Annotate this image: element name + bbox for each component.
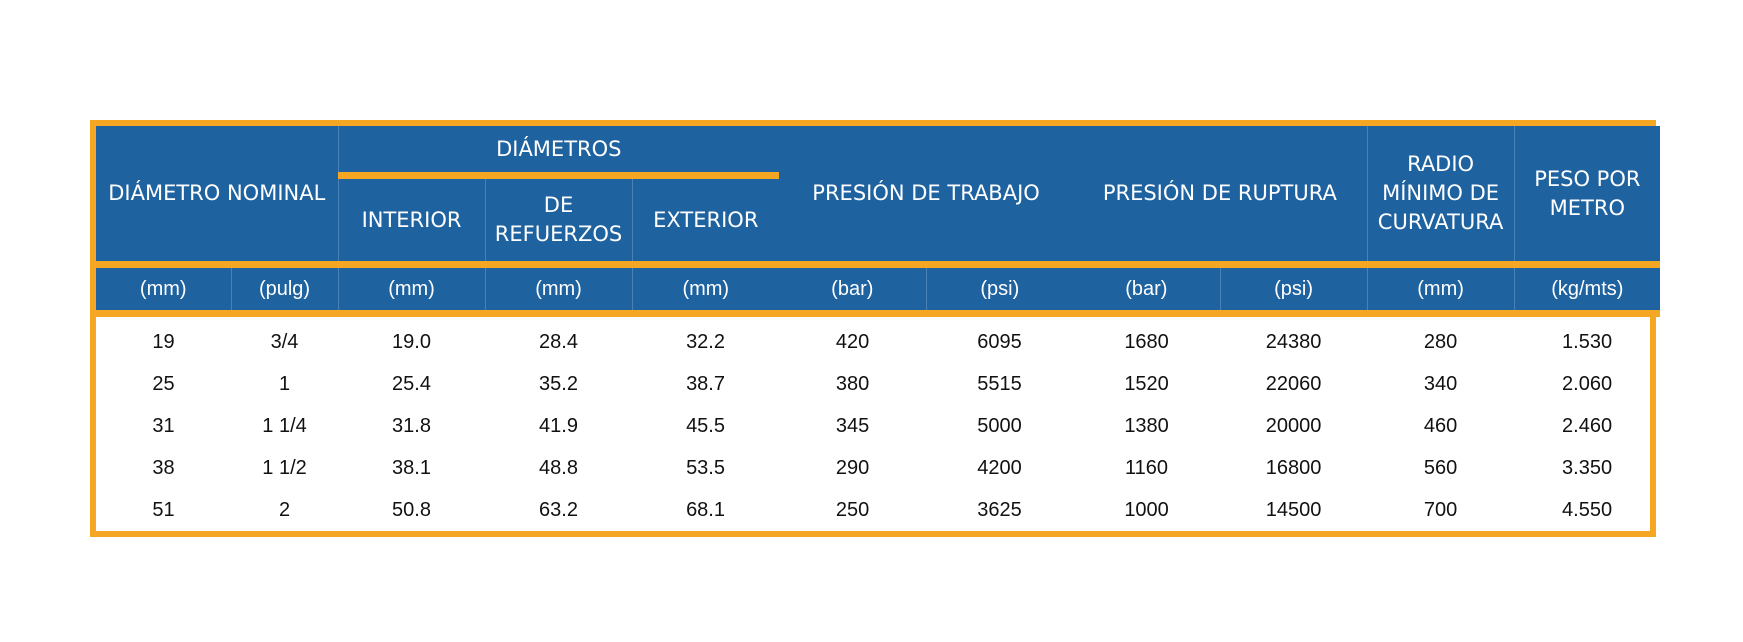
table-cell: 700 bbox=[1423, 498, 1458, 521]
table-cell: 20000 bbox=[1265, 414, 1322, 437]
table-row: 25 1 25.4 35.2 38.7 380 5515 1520 22060 … bbox=[96, 363, 1660, 405]
table-cell: 2.460 bbox=[1562, 414, 1613, 437]
header-burst-pressure: PRESIÓN DE RUPTURA bbox=[1073, 126, 1368, 265]
unit-cell: (mm) bbox=[338, 261, 486, 317]
table-cell: 1520 bbox=[1124, 372, 1169, 395]
table-cell: 19.0 bbox=[392, 330, 431, 353]
table-cell: 6095 bbox=[977, 330, 1022, 353]
header-working-pressure: PRESIÓN DE TRABAJO bbox=[779, 126, 1074, 265]
table-cell: 25 bbox=[152, 372, 175, 395]
table-cell: 38.7 bbox=[686, 372, 725, 395]
table-cell: 460 bbox=[1423, 414, 1458, 437]
header-interior: INTERIOR bbox=[338, 175, 486, 265]
table-cell: 32.2 bbox=[686, 330, 725, 353]
table-cell: 68.1 bbox=[686, 498, 725, 521]
header-nominal-diameter: DIÁMETRO NOMINAL bbox=[96, 126, 339, 265]
table-cell: 50.8 bbox=[392, 498, 431, 521]
table-cell: 1 1/4 bbox=[262, 414, 307, 437]
table-cell: 1680 bbox=[1124, 330, 1169, 353]
table-cell: 3.350 bbox=[1562, 456, 1613, 479]
unit-cell: (psi) bbox=[926, 261, 1074, 317]
table-cell: 5000 bbox=[977, 414, 1022, 437]
table-cell: 1 bbox=[278, 372, 291, 395]
table-cell: 2.060 bbox=[1562, 372, 1613, 395]
table-cell: 560 bbox=[1423, 456, 1458, 479]
table-cell: 1 1/2 bbox=[262, 456, 307, 479]
table-cell: 3625 bbox=[977, 498, 1022, 521]
spec-table: DIÁMETRO NOMINAL DIÁMETROS PRESIÓN DE TR… bbox=[96, 126, 1661, 531]
table-cell: 420 bbox=[835, 330, 870, 353]
table-row: 51 2 50.8 63.2 68.1 250 3625 1000 14500 … bbox=[96, 489, 1660, 531]
table-row: 38 1 1/2 38.1 48.8 53.5 290 4200 1160 16… bbox=[96, 447, 1660, 489]
table-cell: 38 bbox=[152, 456, 175, 479]
table-cell: 38.1 bbox=[392, 456, 431, 479]
unit-cell: (mm) bbox=[96, 261, 232, 317]
table-cell: 5515 bbox=[977, 372, 1022, 395]
table-cell: 340 bbox=[1423, 372, 1458, 395]
table-cell: 31.8 bbox=[392, 414, 431, 437]
table-cell: 3/4 bbox=[270, 330, 299, 353]
units-row: (mm) (pulg) (mm) (mm) (mm) (bar) (psi) (… bbox=[96, 261, 1661, 317]
unit-cell: (kg/mts) bbox=[1514, 261, 1661, 317]
table-cell: 2 bbox=[278, 498, 291, 521]
table-row: 31 1 1/4 31.8 41.9 45.5 345 5000 1380 20… bbox=[96, 405, 1660, 447]
table-cell: 4.550 bbox=[1562, 498, 1613, 521]
table-cell: 14500 bbox=[1265, 498, 1322, 521]
table-cell: 16800 bbox=[1265, 456, 1322, 479]
table-cell: 380 bbox=[835, 372, 870, 395]
table-cell: 1.530 bbox=[1562, 330, 1613, 353]
table-cell: 41.9 bbox=[539, 414, 578, 437]
table-cell: 19 bbox=[152, 330, 175, 353]
table-cell: 35.2 bbox=[539, 372, 578, 395]
table-cell: 345 bbox=[835, 414, 870, 437]
table-cell: 24380 bbox=[1265, 330, 1322, 353]
table-cell: 51 bbox=[152, 498, 175, 521]
table-cell: 290 bbox=[835, 456, 870, 479]
header-reinforcement: DE REFUERZOS bbox=[485, 175, 633, 265]
table-cell: 48.8 bbox=[539, 456, 578, 479]
unit-cell: (bar) bbox=[779, 261, 927, 317]
hose-spec-table: DIÁMETRO NOMINAL DIÁMETROS PRESIÓN DE TR… bbox=[90, 120, 1661, 537]
header-weight-per-meter: PESO POR METRO bbox=[1514, 126, 1661, 265]
table-cell: 1160 bbox=[1125, 456, 1169, 479]
header-min-bend-radius: RADIO MÍNIMO DE CURVATURA bbox=[1367, 126, 1515, 265]
table-cell: 1000 bbox=[1124, 498, 1169, 521]
table-cell: 63.2 bbox=[539, 498, 578, 521]
table-row: 19 3/4 19.0 28.4 32.2 420 6095 1680 2438… bbox=[96, 314, 1660, 364]
table-cell: 250 bbox=[835, 498, 870, 521]
unit-cell: (bar) bbox=[1073, 261, 1221, 317]
unit-cell: (pulg) bbox=[231, 261, 339, 317]
table-cell: 280 bbox=[1423, 330, 1458, 353]
unit-cell: (psi) bbox=[1220, 261, 1368, 317]
unit-cell: (mm) bbox=[632, 261, 780, 317]
header-exterior: EXTERIOR bbox=[632, 175, 780, 265]
unit-cell: (mm) bbox=[485, 261, 633, 317]
unit-cell: (mm) bbox=[1367, 261, 1515, 317]
table-cell: 31 bbox=[152, 414, 175, 437]
table-cell: 1380 bbox=[1124, 414, 1169, 437]
table-cell: 53.5 bbox=[686, 456, 725, 479]
table-cell: 22060 bbox=[1265, 372, 1322, 395]
table-cell: 28.4 bbox=[539, 330, 578, 353]
table-cell: 25.4 bbox=[392, 372, 431, 395]
header-diameters-group: DIÁMETROS bbox=[338, 126, 780, 179]
table-cell: 4200 bbox=[977, 456, 1022, 479]
table-cell: 45.5 bbox=[686, 414, 725, 437]
